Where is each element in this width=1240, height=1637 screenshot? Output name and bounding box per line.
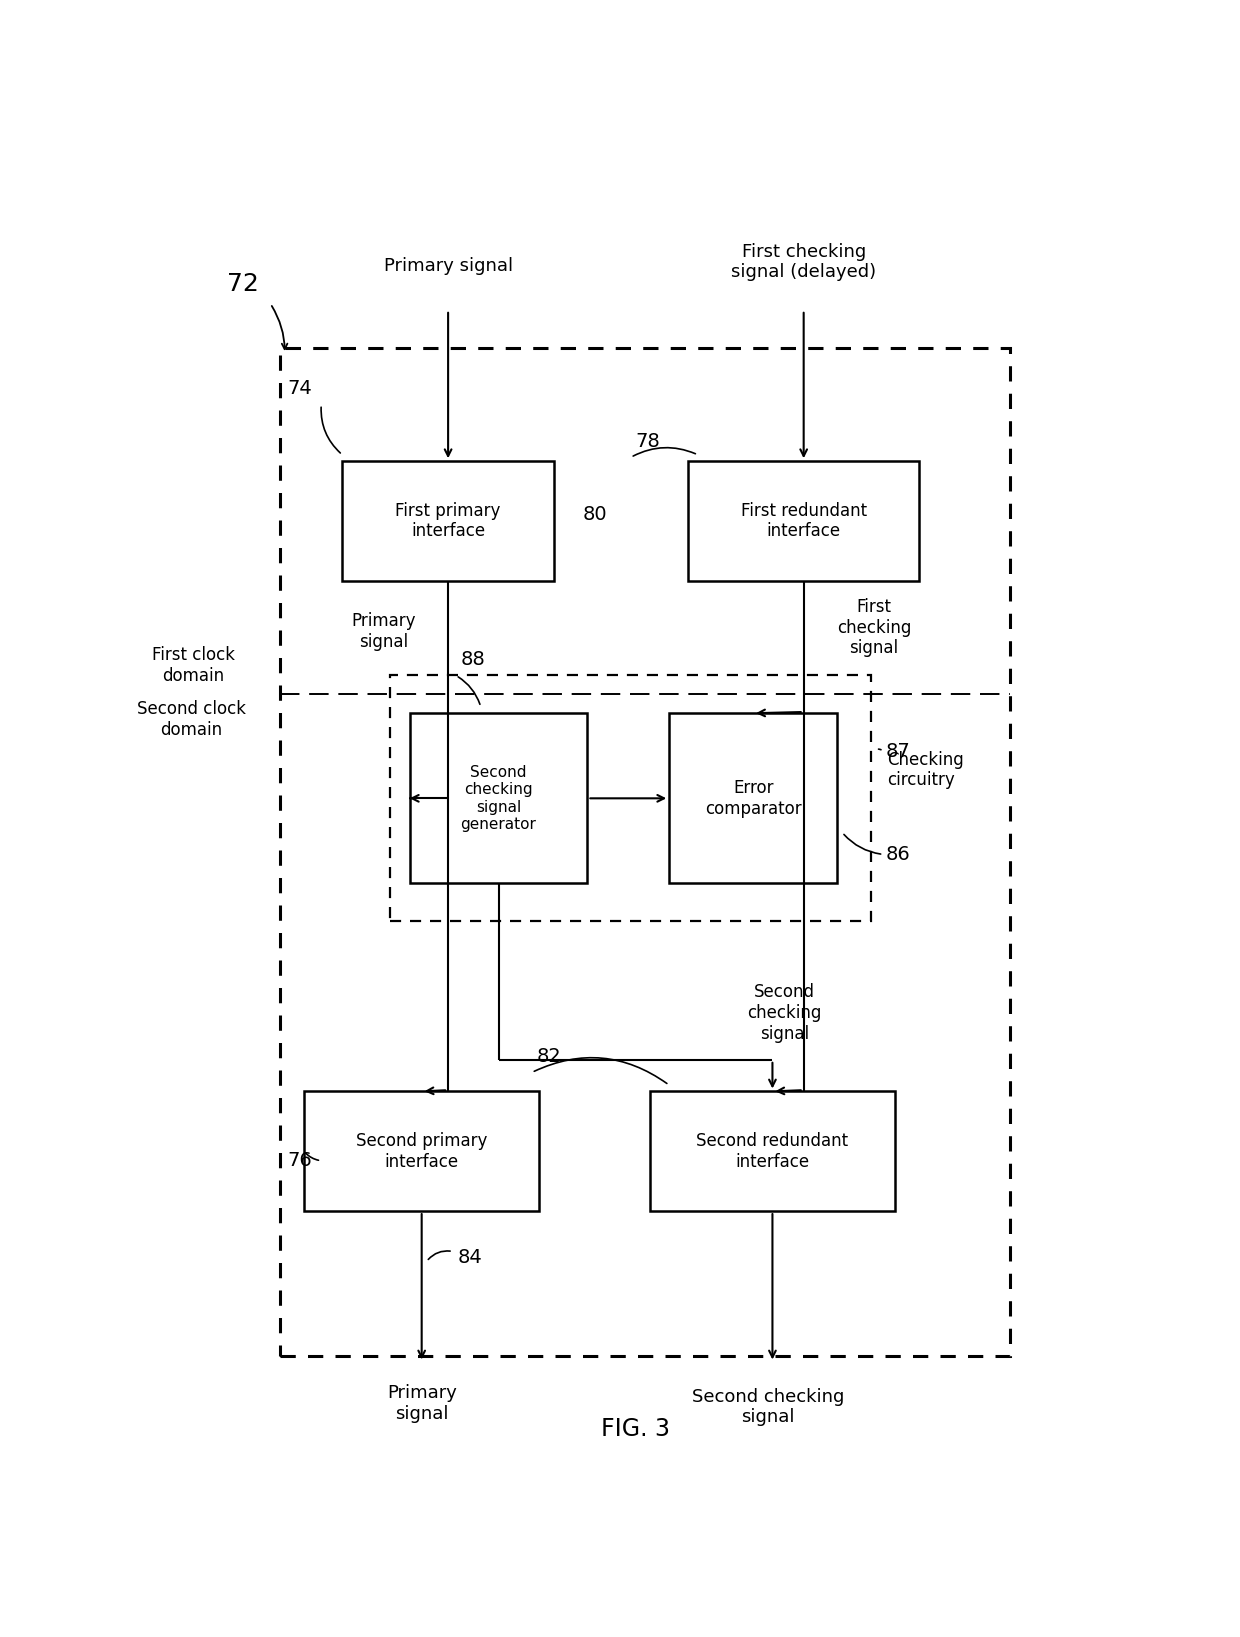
- Text: Second
checking
signal: Second checking signal: [748, 984, 822, 1043]
- Text: Primary
signal: Primary signal: [387, 1383, 458, 1423]
- Bar: [280, 347, 1011, 1355]
- Text: First redundant
interface: First redundant interface: [740, 501, 867, 540]
- Text: 82: 82: [537, 1048, 562, 1066]
- Bar: [688, 462, 919, 581]
- Bar: [342, 462, 554, 581]
- Text: Second
checking
signal
generator: Second checking signal generator: [460, 764, 537, 832]
- Text: Second primary
interface: Second primary interface: [356, 1131, 487, 1170]
- Text: FIG. 3: FIG. 3: [601, 1418, 670, 1441]
- Text: 76: 76: [288, 1151, 312, 1170]
- Bar: [409, 714, 588, 884]
- Text: 88: 88: [460, 650, 485, 670]
- Text: Second checking
signal: Second checking signal: [692, 1388, 844, 1426]
- Text: Second redundant
interface: Second redundant interface: [697, 1131, 848, 1170]
- Text: Checking
circuitry: Checking circuitry: [888, 750, 963, 789]
- Bar: [650, 1092, 895, 1211]
- Text: 87: 87: [885, 742, 910, 761]
- Text: First primary
interface: First primary interface: [396, 501, 501, 540]
- Text: First checking
signal (delayed): First checking signal (delayed): [732, 242, 877, 282]
- Text: First clock
domain: First clock domain: [153, 647, 234, 684]
- Text: Error
comparator: Error comparator: [704, 779, 801, 818]
- Text: 86: 86: [885, 845, 910, 864]
- Bar: [304, 1092, 539, 1211]
- Text: Second clock
domain: Second clock domain: [136, 701, 246, 738]
- Text: 80: 80: [583, 506, 608, 524]
- Text: Primary
signal: Primary signal: [351, 612, 415, 652]
- Text: 84: 84: [458, 1249, 482, 1267]
- Bar: [670, 714, 837, 884]
- Text: Primary signal: Primary signal: [383, 257, 512, 275]
- Text: 72: 72: [227, 272, 259, 296]
- Text: First
checking
signal: First checking signal: [837, 598, 911, 658]
- Bar: [391, 676, 870, 922]
- Text: 78: 78: [635, 432, 660, 452]
- Text: 74: 74: [288, 380, 312, 398]
